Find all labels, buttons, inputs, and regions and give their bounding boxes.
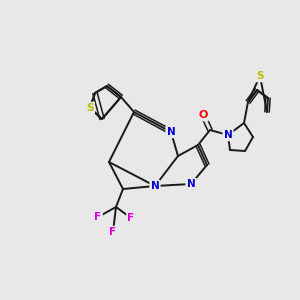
Text: N: N	[151, 181, 159, 191]
Text: F: F	[94, 212, 102, 222]
Text: F: F	[110, 227, 117, 237]
Text: S: S	[86, 103, 94, 113]
Text: O: O	[198, 110, 208, 120]
Text: N: N	[187, 179, 195, 189]
Text: N: N	[224, 130, 232, 140]
Text: S: S	[256, 71, 264, 81]
Text: N: N	[167, 127, 176, 137]
Text: F: F	[128, 213, 135, 223]
